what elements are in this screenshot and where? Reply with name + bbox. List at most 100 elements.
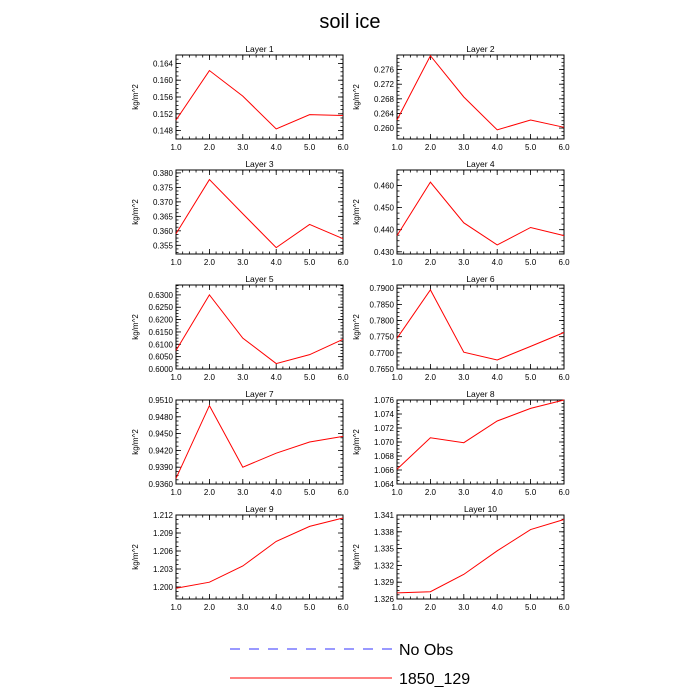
y-tick-label: 1.332 (374, 561, 395, 570)
x-tick-label: 4.0 (271, 373, 283, 382)
panel-title: Layer 10 (464, 504, 497, 514)
series-line-1850-129 (175, 293, 344, 365)
x-tick-label: 4.0 (492, 373, 504, 382)
x-tick-label: 2.0 (204, 143, 216, 152)
y-tick-label: 1.064 (374, 480, 395, 489)
x-tick-label: 3.0 (458, 603, 470, 612)
y-tick-label: 0.460 (374, 181, 395, 190)
x-tick-label: 3.0 (458, 143, 470, 152)
y-tick-label: 1.212 (153, 511, 174, 520)
plot-frame (175, 169, 344, 255)
y-tick-label: 0.7650 (370, 365, 395, 374)
y-tick-label: 0.355 (153, 241, 174, 250)
y-tick-label: 1.329 (374, 578, 395, 587)
panel-title: Layer 9 (245, 504, 274, 514)
y-tick-label: 1.209 (153, 529, 174, 538)
y-tick-label: 1.335 (374, 545, 395, 554)
y-tick-label: 0.6000 (149, 365, 174, 374)
y-tick-label: 0.9450 (149, 430, 174, 439)
x-tick-label: 3.0 (237, 373, 249, 382)
y-tick-label: 1.341 (374, 511, 395, 520)
x-tick-label: 1.0 (391, 488, 403, 497)
panel-layer-7: 1.0 2.0 3.0 4.0 5.0 6.0 0.9360 0.9390 0.9420 0.94… (131, 389, 349, 497)
y-tick-label: 0.6300 (149, 291, 174, 300)
series-line-1850-129 (396, 181, 565, 246)
legend-label-1850-129: 1850_129 (399, 671, 470, 688)
x-tick-label: 1.0 (170, 488, 182, 497)
panel-layer-1: 1.0 2.0 3.0 4.0 5.0 6.0 0.148 0.152 0.156 0.160 0.… (131, 44, 349, 152)
y-axis-label: kg/m^2 (352, 429, 361, 455)
panel-title: Layer 7 (245, 389, 274, 399)
y-tick-label: 0.430 (374, 248, 395, 257)
x-tick-label: 3.0 (237, 143, 249, 152)
series-line-1850-129 (396, 54, 565, 131)
panel-layer-8: 1.0 2.0 3.0 4.0 5.0 6.0 1.064 1.066 1.068 1.070 1.… (352, 389, 570, 497)
panel-layer-5: 1.0 2.0 3.0 4.0 5.0 6.0 0.6000 0.6050 0.6100 0.61… (131, 274, 349, 382)
x-tick-label: 6.0 (558, 373, 570, 382)
y-tick-label: 0.9480 (149, 413, 174, 422)
x-tick-label: 5.0 (304, 143, 316, 152)
y-tick-label: 0.160 (153, 76, 174, 85)
x-tick-label: 3.0 (458, 373, 470, 382)
x-tick-label: 6.0 (558, 488, 570, 497)
panel-title: Layer 3 (245, 159, 274, 169)
y-tick-label: 1.068 (374, 452, 395, 461)
y-tick-label: 0.260 (374, 124, 395, 133)
y-tick-label: 0.370 (153, 198, 174, 207)
y-tick-label: 0.380 (153, 169, 174, 178)
x-tick-label: 4.0 (492, 488, 504, 497)
y-tick-label: 0.272 (374, 80, 395, 89)
y-tick-label: 0.7700 (370, 349, 395, 358)
y-tick-label: 0.9390 (149, 463, 174, 472)
y-tick-label: 0.450 (374, 204, 395, 213)
y-tick-label: 0.440 (374, 226, 395, 235)
y-tick-label: 0.7800 (370, 317, 395, 326)
y-tick-label: 0.7900 (370, 284, 395, 293)
y-tick-label: 0.360 (153, 227, 174, 236)
y-tick-label: 0.9420 (149, 446, 174, 455)
panel-layer-2: 1.0 2.0 3.0 4.0 5.0 6.0 0.260 0.264 0.268 0.272 0.… (352, 44, 570, 152)
x-tick-label: 3.0 (458, 258, 470, 267)
panel-layer-6: 1.0 2.0 3.0 4.0 5.0 6.0 0.7650 0.7700 0.7750 0.78… (352, 274, 570, 382)
y-tick-label: 0.276 (374, 66, 395, 75)
x-tick-label: 3.0 (237, 488, 249, 497)
x-tick-label: 4.0 (271, 143, 283, 152)
x-tick-label: 2.0 (425, 258, 437, 267)
y-tick-label: 0.6100 (149, 340, 174, 349)
y-tick-label: 0.6200 (149, 316, 174, 325)
panel-layer-3: 1.0 2.0 3.0 4.0 5.0 6.0 0.355 0.360 0.365 0.370 0.… (131, 159, 349, 267)
series-line-1850-129 (175, 404, 344, 479)
plot-frame (396, 514, 565, 600)
x-tick-label: 1.0 (170, 258, 182, 267)
x-tick-label: 2.0 (425, 143, 437, 152)
y-tick-label: 0.6050 (149, 353, 174, 362)
y-tick-label: 0.156 (153, 93, 174, 102)
panel-title: Layer 8 (466, 389, 495, 399)
plot-frame (175, 284, 344, 370)
panel-title: Layer 1 (245, 44, 274, 54)
x-tick-label: 6.0 (337, 143, 349, 152)
y-tick-label: 1.338 (374, 528, 395, 537)
x-tick-label: 2.0 (204, 258, 216, 267)
y-tick-label: 1.203 (153, 565, 174, 574)
legend: No Obs 1850_129 (230, 642, 470, 688)
plot-frame (396, 399, 565, 485)
x-tick-label: 6.0 (337, 603, 349, 612)
x-tick-label: 3.0 (237, 258, 249, 267)
y-axis-label: kg/m^2 (131, 429, 140, 455)
y-tick-label: 0.6250 (149, 303, 174, 312)
y-tick-label: 0.365 (153, 212, 174, 221)
x-tick-label: 5.0 (525, 373, 537, 382)
y-axis-label: kg/m^2 (352, 314, 361, 340)
y-tick-label: 0.375 (153, 183, 174, 192)
y-tick-label: 1.072 (374, 424, 395, 433)
x-tick-label: 6.0 (558, 143, 570, 152)
plot-frame (396, 169, 565, 255)
x-tick-label: 6.0 (558, 258, 570, 267)
x-tick-label: 5.0 (304, 603, 316, 612)
x-tick-label: 4.0 (271, 488, 283, 497)
x-tick-label: 1.0 (170, 143, 182, 152)
chart-title: soil ice (319, 11, 380, 33)
x-tick-label: 4.0 (492, 603, 504, 612)
